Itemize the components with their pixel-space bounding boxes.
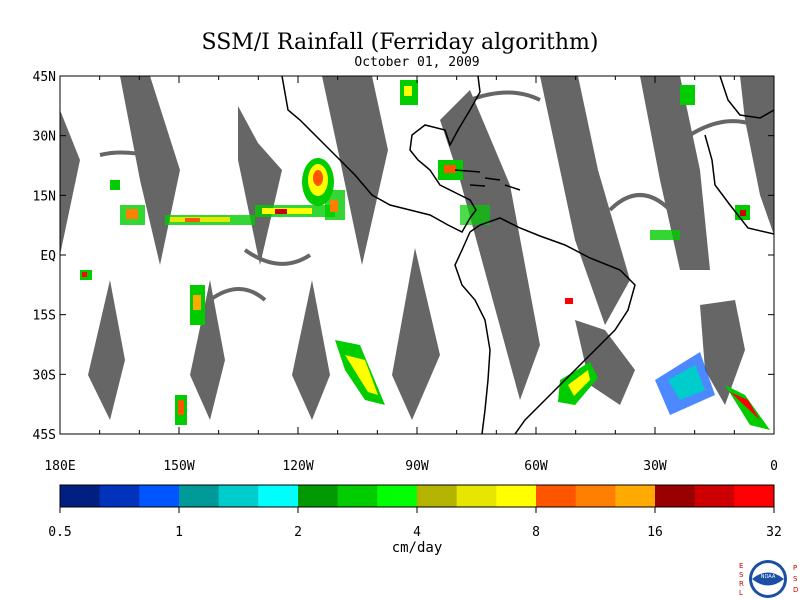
colorbar-box <box>60 485 101 507</box>
logo-letter: E <box>739 562 743 570</box>
logo-letter: D <box>793 586 798 594</box>
colorbar-tick-label: 8 <box>532 525 540 540</box>
colorbar-box <box>615 485 656 507</box>
colorbar-box <box>99 485 140 507</box>
colorbar-box <box>298 485 339 507</box>
latitude-axis: 45N 30N 15N EQ 15S 30S 45S <box>33 70 774 443</box>
swath-gap <box>540 76 630 325</box>
logo-letter: R <box>739 580 744 588</box>
swath-gap <box>700 300 745 405</box>
lat-label: 45N <box>33 70 56 85</box>
caribbean-islands <box>454 169 521 191</box>
colorbar-tick-label: 16 <box>647 525 663 540</box>
coastlines <box>281 76 774 434</box>
south-america-coastline <box>454 217 636 434</box>
colorbar-box <box>377 485 418 507</box>
lon-label: 0 <box>770 459 778 474</box>
lon-label: 150W <box>163 459 194 474</box>
orbit-edge-arc <box>688 119 766 137</box>
orbit-edge-arc <box>608 193 672 212</box>
longitude-axis: 180E 150W 120W 90W 60W 30W 0 <box>44 76 778 474</box>
swath-gap <box>322 76 388 265</box>
colorbar-tick-label: 2 <box>294 525 302 540</box>
colorbar-ticks: 0.5 1 2 4 8 16 32 <box>48 507 782 540</box>
africa-coastline <box>704 134 774 235</box>
colorbar-box <box>575 485 616 507</box>
europe-coastline <box>719 76 774 119</box>
map-date: October 01, 2009 <box>354 55 480 70</box>
lat-label: 30N <box>33 130 56 145</box>
swath-gap <box>640 76 710 270</box>
colorbar-box <box>496 485 537 507</box>
noaa-emblem-text: NOAA <box>761 574 776 580</box>
logo-letter: L <box>739 589 743 597</box>
lon-label: 30W <box>643 459 667 474</box>
lon-label: 120W <box>282 459 313 474</box>
colorbar-box <box>218 485 259 507</box>
orbit-edge-arc <box>208 287 267 302</box>
lat-label: 15N <box>33 189 56 204</box>
colorbar-tick-label: 1 <box>175 525 183 540</box>
storm-eastern-pacific <box>302 158 345 220</box>
colorbar-tick-label: 32 <box>766 525 782 540</box>
map-body: 45N 30N 15N EQ 15S 30S 45S 180E 150W 120W 90W 60W 3… <box>33 70 778 474</box>
colorbar-box <box>456 485 497 507</box>
colorbar-tick-label: 4 <box>413 525 421 540</box>
south-pacific-rain <box>80 270 385 425</box>
swath-gap <box>190 280 225 420</box>
swath-gap <box>238 106 282 265</box>
south-atlantic-rain <box>558 298 770 430</box>
orbit-edge-arc <box>243 248 312 266</box>
colorbar-box <box>694 485 735 507</box>
colorbar-tick-label: 0.5 <box>48 525 71 540</box>
satellite-swath-gaps <box>60 76 774 420</box>
colorbar-box <box>179 485 220 507</box>
north-atlantic-rain <box>400 80 750 240</box>
rainfall-patches <box>80 80 770 430</box>
colorbar-box <box>337 485 378 507</box>
colorbar-units: cm/day <box>391 540 443 556</box>
logo-letter: P <box>793 564 797 572</box>
swath-gap <box>88 280 125 420</box>
itcz-pacific-band <box>110 180 335 225</box>
swath-gap <box>392 248 440 420</box>
lat-label: 45S <box>33 428 56 443</box>
colorbar-box <box>655 485 696 507</box>
colorbar-boxes <box>60 485 775 507</box>
colorbar-box <box>734 485 775 507</box>
swath-gap <box>440 90 540 400</box>
colorbar-box <box>139 485 180 507</box>
north-america-coastline <box>281 76 481 233</box>
logo-letter: S <box>793 575 798 583</box>
lat-label: EQ <box>40 249 56 264</box>
logo-letter: S <box>739 571 744 579</box>
swath-gap <box>60 110 80 255</box>
colorbar-box <box>536 485 577 507</box>
lon-label: 90W <box>405 459 429 474</box>
colorbar-box <box>258 485 299 507</box>
lat-label: 30S <box>33 368 56 383</box>
colorbar: 0.5 1 2 4 8 16 32 <box>48 484 782 540</box>
lon-label: 60W <box>524 459 548 474</box>
noaa-esrl-psd-logo: E S R L P S D NOAA <box>739 560 798 598</box>
map-title: SSM/I Rainfall (Ferriday algorithm) <box>201 30 599 55</box>
orbit-edge-arc <box>99 150 146 157</box>
swath-gap <box>292 280 330 420</box>
lon-label: 180E <box>44 459 75 474</box>
colorbar-box <box>417 485 458 507</box>
lat-label: 15S <box>33 309 56 324</box>
